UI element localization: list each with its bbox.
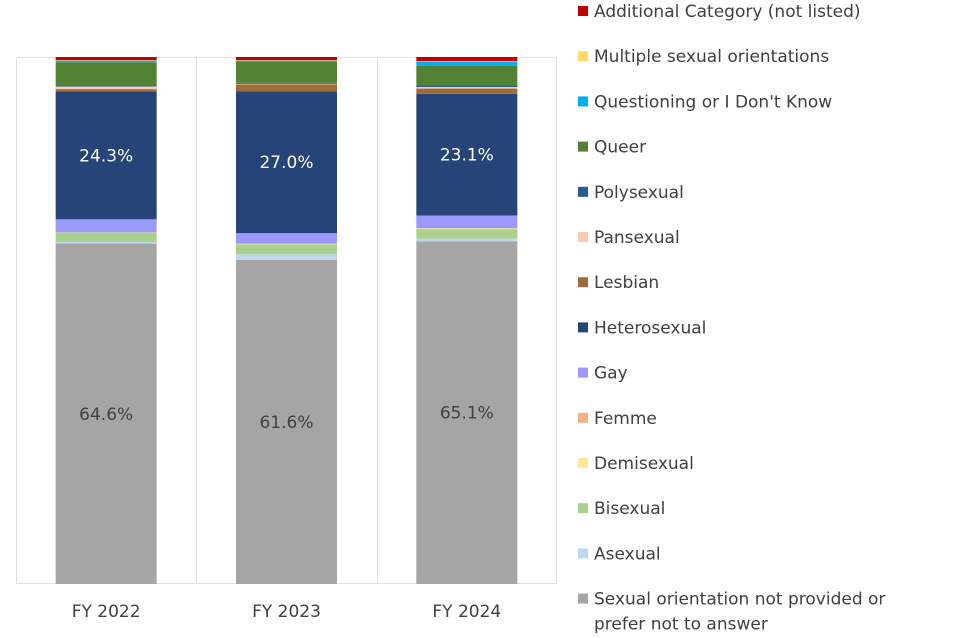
x-tick-label-fy-2023: FY 2023 [252, 602, 321, 622]
legend: Additional Category (not listed) Multiple… [578, 2, 885, 635]
bar-segment-gay-fy-2022 [55, 219, 157, 233]
bar-segment-heterosexual-fy-2024 [416, 93, 518, 216]
legend-label: Lesbian [594, 273, 659, 293]
bar-segment-sexual-orientation-not-provided-or-prefer-not-to-answer-fy-2022 [55, 243, 157, 585]
legend-swatch [578, 412, 588, 423]
bar-segment-gay-fy-2023 [236, 233, 337, 244]
bar-segment-demisexual-fy-2024 [416, 228, 518, 230]
bar-segment-queer-fy-2022 [55, 62, 157, 86]
bar-segment-pansexual-fy-2024 [416, 87, 518, 89]
legend-label: Heterosexual [594, 318, 706, 338]
data-label-sexual-orientation-not-provided-or-prefer-not-to-answer-fy-2024: 65.1% [440, 404, 494, 424]
legend-label: Additional Category (not listed) [594, 2, 861, 22]
legend-swatch [578, 96, 588, 107]
legend-item-bisexual: Bisexual [578, 499, 665, 519]
legend-swatch [578, 458, 588, 468]
bar-segment-bisexual-fy-2024 [416, 229, 518, 239]
data-labels-layer: 64.6% 24.3% 61.6% 27.0% 65.1% 23.1% [79, 146, 494, 433]
legend-swatch [578, 548, 588, 559]
data-label-heterosexual-fy-2024: 23.1% [440, 146, 494, 166]
legend-item-multiple-sexual-orientations: Multiple sexual orientations [578, 47, 829, 67]
legend-swatch [578, 322, 588, 333]
bar-segment-multiple-sexual-orientations-fy-2023 [236, 60, 337, 61]
legend-item-sexual-orientation-not-provided-or-prefer-not-to-answer: Sexual orientation not provided or prefer… [578, 590, 885, 635]
bars-layer [55, 57, 518, 585]
legend-item-pansexual: Pansexual [578, 228, 680, 248]
bar-segment-multiple-sexual-orientations-fy-2024 [416, 61, 518, 62]
bar-segment-lesbian-fy-2024 [416, 88, 518, 94]
legend-item-femme: Femme [578, 409, 657, 429]
bar-segment-questioning-or-i-don-t-know-fy-2023 [236, 60, 337, 62]
legend-item-heterosexual: Heterosexual [578, 318, 706, 338]
bar-segment-lesbian-fy-2022 [55, 89, 157, 92]
x-tick-label-fy-2022: FY 2022 [72, 602, 141, 622]
bar-segment-pansexual-fy-2022 [55, 86, 157, 90]
legend-item-polysexual: Polysexual [578, 183, 684, 203]
bar-segment-asexual-fy-2024 [416, 238, 518, 242]
legend-label: Polysexual [594, 183, 684, 203]
bar-segment-heterosexual-fy-2023 [236, 91, 337, 234]
data-label-heterosexual-fy-2023: 27.0% [259, 153, 313, 173]
bar-segment-demisexual-fy-2022 [55, 232, 157, 234]
legend-swatch [578, 593, 588, 604]
legend-item-demisexual: Demisexual [578, 454, 694, 474]
bar-segment-bisexual-fy-2022 [55, 233, 157, 242]
legend-label: Gay [594, 364, 628, 384]
legend-label: Multiple sexual orientations [594, 47, 829, 67]
bar-segment-lesbian-fy-2023 [236, 84, 337, 92]
bar-segment-additional-category-not-listed-fy-2022 [55, 57, 157, 61]
legend-item-additional-category-not-listed: Additional Category (not listed) [578, 2, 861, 22]
legend-swatch [578, 6, 588, 16]
bar-segment-asexual-fy-2022 [55, 241, 157, 244]
legend-label: Femme [594, 409, 657, 429]
bar-segment-asexual-fy-2023 [236, 254, 337, 261]
bar-segment-demisexual-fy-2023 [236, 243, 337, 245]
bar-segment-heterosexual-fy-2022 [55, 91, 157, 220]
data-label-sexual-orientation-not-provided-or-prefer-not-to-answer-fy-2022: 64.6% [79, 405, 133, 425]
legend-swatch [578, 141, 588, 152]
legend-label: Questioning or I Don't Know [594, 92, 832, 112]
bar-segment-polysexual-fy-2022 [55, 85, 157, 87]
bar-segment-polysexual-fy-2023 [236, 82, 337, 84]
legend-swatch [578, 277, 588, 288]
x-tick-label-fy-2024: FY 2024 [432, 602, 501, 622]
data-label-heterosexual-fy-2022: 24.3% [79, 146, 133, 166]
legend-swatch [578, 367, 588, 378]
bar-segment-multiple-sexual-orientations-fy-2022 [55, 60, 157, 61]
bar-segment-bisexual-fy-2023 [236, 244, 337, 255]
data-label-sexual-orientation-not-provided-or-prefer-not-to-answer-fy-2023: 61.6% [259, 413, 313, 433]
legend-item-lesbian: Lesbian [578, 273, 659, 293]
legend-swatch [578, 51, 588, 62]
legend-swatch [578, 503, 588, 514]
legend-label: Sexual orientation not provided or prefer… [594, 590, 885, 633]
legend-label: Demisexual [594, 454, 694, 474]
bar-segment-additional-category-not-listed-fy-2023 [236, 57, 337, 61]
x-axis: FY 2022 FY 2023 FY 2024 [72, 602, 502, 622]
bar-segment-sexual-orientation-not-provided-or-prefer-not-to-answer-fy-2024 [416, 241, 518, 584]
legend-label: Pansexual [594, 228, 680, 248]
legend-swatch [578, 232, 588, 242]
legend-label: Asexual [594, 544, 661, 564]
bar-segment-sexual-orientation-not-provided-or-prefer-not-to-answer-fy-2023 [236, 260, 337, 584]
bar-segment-queer-fy-2024 [416, 65, 518, 86]
bar-segment-polysexual-fy-2024 [416, 85, 518, 88]
bar-segment-gay-fy-2024 [416, 215, 518, 229]
legend-item-asexual: Asexual [578, 544, 661, 564]
bar-segment-pansexual-fy-2023 [236, 83, 337, 85]
bar-segment-queer-fy-2023 [236, 61, 337, 83]
legend-label: Queer [594, 138, 646, 158]
bar-segment-additional-category-not-listed-fy-2024 [416, 57, 518, 62]
bar-segment-femme-fy-2024 [416, 228, 518, 229]
bar-segment-questioning-or-i-don-t-know-fy-2024 [416, 61, 518, 66]
legend-item-queer: Queer [578, 138, 646, 158]
legend-item-questioning-or-i-don-t-know: Questioning or I Don't Know [578, 92, 832, 112]
legend-swatch [578, 186, 588, 197]
legend-item-gay: Gay [578, 364, 628, 384]
bar-segment-questioning-or-i-don-t-know-fy-2022 [55, 60, 157, 63]
legend-label: Bisexual [594, 499, 665, 519]
